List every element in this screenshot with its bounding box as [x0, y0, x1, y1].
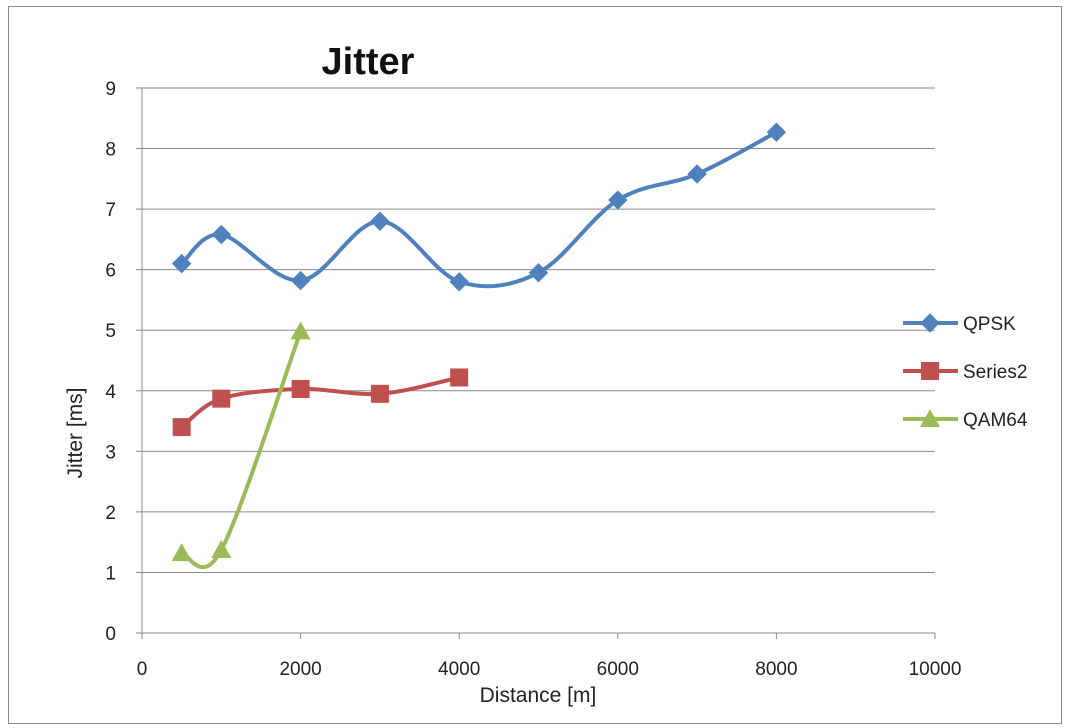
- series-qpsk: [171, 122, 787, 292]
- legend-item-qam64: QAM64: [903, 409, 1028, 431]
- data-point-qam64: [211, 540, 232, 559]
- data-point-qpsk: [171, 253, 192, 274]
- y-tick-label: 3: [105, 442, 116, 463]
- data-point-qpsk: [528, 262, 549, 283]
- y-tick-label: 8: [105, 140, 116, 161]
- data-point-series2: [291, 379, 310, 398]
- x-tick-label: 10000: [909, 659, 962, 680]
- legend-label: Series2: [963, 362, 1027, 383]
- data-point-series2: [212, 389, 231, 408]
- data-point-qpsk: [290, 270, 311, 291]
- x-tick-label: 0: [137, 659, 148, 680]
- y-tick-label: 6: [105, 261, 116, 282]
- x-tick-label: 2000: [279, 659, 321, 680]
- data-point-qpsk: [608, 190, 628, 210]
- series-series2: [172, 368, 469, 437]
- x-tick-label: 6000: [597, 659, 639, 680]
- y-tick-label: 0: [105, 624, 116, 645]
- legend-label: QPSK: [963, 314, 1016, 335]
- x-tick-label: 8000: [755, 659, 797, 680]
- data-point-qam64: [290, 321, 311, 340]
- y-tick-label: 1: [105, 563, 116, 584]
- y-tick-label: 9: [105, 79, 116, 100]
- legend-label: QAM64: [963, 410, 1028, 431]
- legend: QPSK Series2 QAM64: [903, 313, 1028, 431]
- data-point-qpsk: [370, 211, 390, 231]
- y-tick-label: 4: [105, 382, 116, 403]
- chart-frame: [8, 6, 1062, 724]
- data-point-series2: [450, 368, 469, 387]
- data-point-qam64: [171, 543, 192, 562]
- data-point-qpsk: [766, 122, 787, 142]
- y-tick-label: 2: [105, 503, 116, 524]
- y-axis-title: Jitter [ms]: [64, 387, 87, 478]
- y-tick-label: 5: [105, 321, 116, 342]
- legend-marker: [920, 409, 940, 427]
- axes: [136, 87, 936, 639]
- tick-labels: 0 1 2 3 4 5 6 7 8 9 0 2000 4000 6000 8000 10000: [105, 79, 961, 680]
- legend-marker: [920, 313, 940, 333]
- y-tick-label: 7: [105, 200, 116, 221]
- legend-item-qpsk: QPSK: [903, 313, 1016, 335]
- data-point-qpsk: [211, 224, 232, 245]
- series-line-qam64: [179, 329, 303, 569]
- legend-item-series2: Series2: [903, 362, 1027, 383]
- series-qam64: [171, 321, 311, 569]
- chart-title: Jitter: [322, 41, 415, 83]
- x-tick-label: 4000: [438, 659, 480, 680]
- data-point-qpsk: [449, 272, 469, 292]
- x-axis-title: Distance [m]: [480, 684, 597, 707]
- grid-lines: [142, 87, 935, 573]
- legend-marker: [921, 362, 939, 380]
- data-point-qpsk: [687, 164, 707, 184]
- series-layer: [171, 122, 787, 569]
- data-point-series2: [370, 384, 389, 403]
- data-point-series2: [172, 418, 191, 437]
